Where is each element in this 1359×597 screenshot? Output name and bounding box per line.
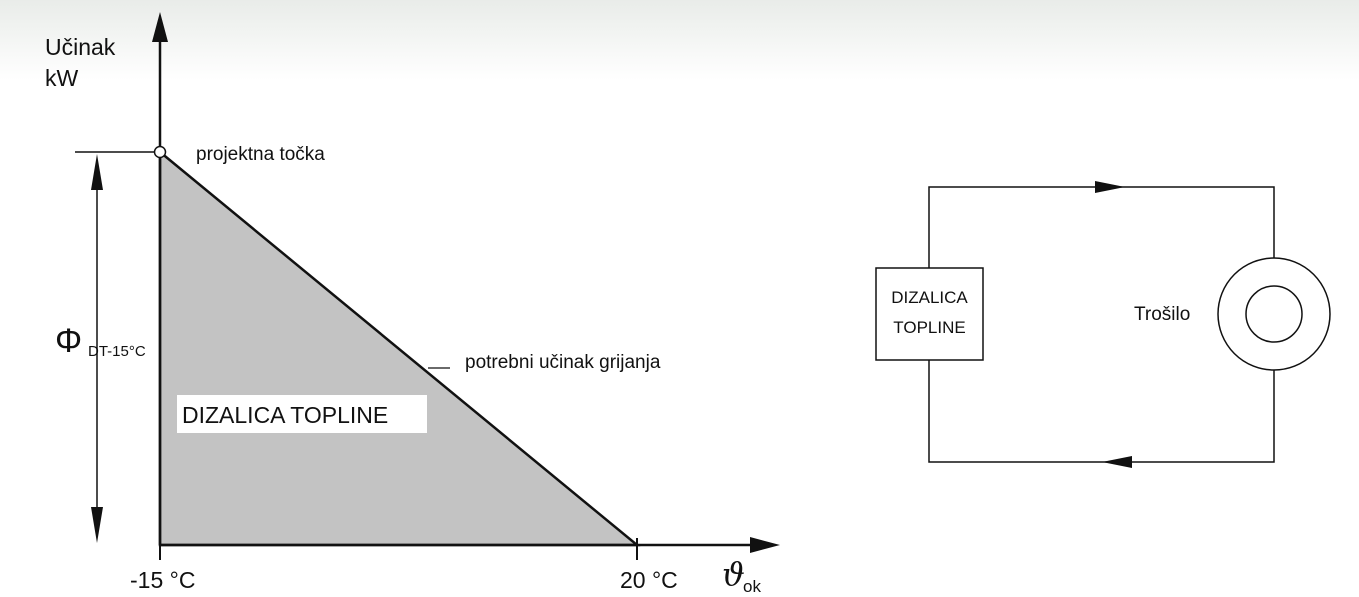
phi-subscript: DT-15°C: [88, 343, 146, 360]
design-point-label: projektna točka: [196, 144, 325, 165]
heat-pump-box: [875, 267, 984, 361]
curve-label: potrebni učinak grijanja: [465, 352, 661, 373]
x-axis-subscript: ok: [743, 577, 761, 596]
dimension-arrow: [91, 507, 103, 543]
area-label: DIZALICA TOPLINE: [182, 402, 388, 428]
circuit-diagram: DIZALICA TOPLINE Trošilo: [875, 181, 1331, 468]
y-axis-label: kW: [45, 65, 79, 91]
x-axis-arrow: [750, 537, 780, 553]
x-start-label: -15 °C: [130, 567, 195, 593]
heat-pump-label: DIZALICA: [891, 288, 968, 307]
x-axis-symbol: ϑ: [722, 555, 745, 593]
y-axis-arrow: [152, 12, 168, 42]
dimension-arrow: [91, 154, 103, 190]
consumer-inner: [1245, 285, 1303, 343]
heat-pump-label: TOPLINE: [893, 318, 965, 337]
heating-diagram: Učinak kW projektna točka DIZALICA TOPLI…: [45, 12, 780, 596]
x-end-label: 20 °C: [620, 567, 678, 593]
flow-arrow: [1095, 181, 1125, 193]
design-point: [153, 145, 167, 159]
area-label-box: [177, 395, 427, 433]
consumer-label: Trošilo: [1134, 304, 1190, 325]
flow-arrow: [1102, 456, 1132, 468]
y-axis-label: Učinak: [45, 34, 116, 60]
phi-symbol: Φ: [55, 322, 82, 360]
heat-pump-area: [158, 149, 641, 547]
background-fade: [0, 0, 1359, 80]
